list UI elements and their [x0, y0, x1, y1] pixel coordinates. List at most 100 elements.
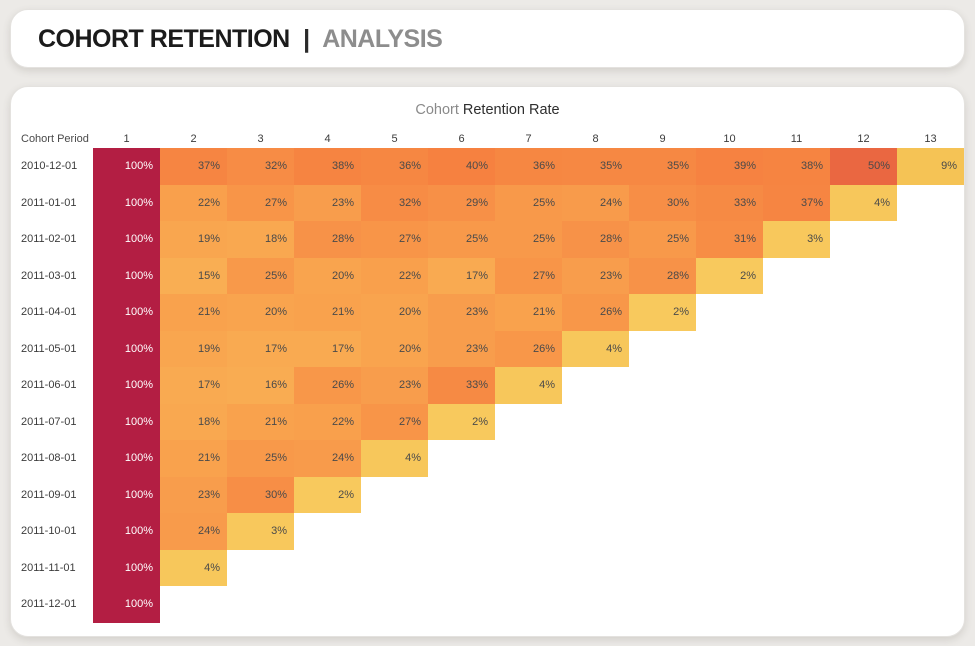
heatmap-cell-empty	[696, 550, 763, 587]
heatmap-cell[interactable]: 30%	[629, 184, 696, 221]
heatmap-cell[interactable]: 25%	[227, 440, 294, 477]
heatmap-cell[interactable]: 37%	[763, 184, 830, 221]
heatmap-cell[interactable]: 15%	[160, 257, 227, 294]
heatmap-cell-empty	[696, 294, 763, 331]
heatmap-cell[interactable]: 2%	[629, 294, 696, 331]
heatmap-cell[interactable]: 25%	[495, 184, 562, 221]
heatmap-cell[interactable]: 28%	[294, 221, 361, 258]
heatmap-cell[interactable]: 23%	[361, 367, 428, 404]
heatmap-cell[interactable]: 100%	[93, 403, 160, 440]
heatmap-cell[interactable]: 18%	[160, 403, 227, 440]
heatmap-cell[interactable]: 100%	[93, 294, 160, 331]
heatmap-cell[interactable]: 23%	[294, 184, 361, 221]
heatmap-cell[interactable]: 17%	[428, 257, 495, 294]
heatmap-cell[interactable]: 2%	[294, 476, 361, 513]
heatmap-cell[interactable]: 36%	[361, 148, 428, 185]
heatmap-cell[interactable]: 31%	[696, 221, 763, 258]
heatmap-cell[interactable]: 17%	[160, 367, 227, 404]
heatmap-cell[interactable]: 32%	[361, 184, 428, 221]
heatmap-cell[interactable]: 16%	[227, 367, 294, 404]
heatmap-cell[interactable]: 38%	[294, 148, 361, 185]
heatmap-cell[interactable]: 21%	[160, 294, 227, 331]
heatmap-cell[interactable]: 25%	[629, 221, 696, 258]
heatmap-cell[interactable]: 17%	[294, 330, 361, 367]
page-title: COHORT RETENTION | ANALYSIS	[11, 10, 964, 54]
heatmap-cell[interactable]: 4%	[361, 440, 428, 477]
heatmap-cell[interactable]: 21%	[227, 403, 294, 440]
heatmap-cell-empty	[227, 586, 294, 623]
heatmap-cell[interactable]: 24%	[562, 184, 629, 221]
heatmap-cell[interactable]: 27%	[361, 221, 428, 258]
heatmap-cell[interactable]: 28%	[629, 257, 696, 294]
heatmap-cell[interactable]: 100%	[93, 330, 160, 367]
heatmap-cell[interactable]: 2%	[428, 403, 495, 440]
heatmap-cell[interactable]: 37%	[160, 148, 227, 185]
heatmap-cell[interactable]: 3%	[763, 221, 830, 258]
heatmap-cell[interactable]: 23%	[428, 294, 495, 331]
heatmap-cell[interactable]: 100%	[93, 148, 160, 185]
heatmap-cell[interactable]: 19%	[160, 221, 227, 258]
heatmap-cell[interactable]: 35%	[629, 148, 696, 185]
heatmap-cell-empty	[629, 550, 696, 587]
heatmap-cell[interactable]: 23%	[428, 330, 495, 367]
heatmap-cell[interactable]: 25%	[227, 257, 294, 294]
heatmap-cell[interactable]: 4%	[562, 330, 629, 367]
heatmap-cell[interactable]: 25%	[428, 221, 495, 258]
heatmap-cell[interactable]: 4%	[830, 184, 897, 221]
heatmap-cell[interactable]: 100%	[93, 184, 160, 221]
heatmap-cell[interactable]: 20%	[361, 294, 428, 331]
heatmap-cell[interactable]: 4%	[160, 549, 227, 586]
heatmap-cell[interactable]: 38%	[763, 148, 830, 185]
heatmap-cell[interactable]: 2%	[696, 257, 763, 294]
heatmap-cell[interactable]: 21%	[294, 294, 361, 331]
heatmap-cell[interactable]: 22%	[160, 184, 227, 221]
heatmap-cell[interactable]: 100%	[93, 257, 160, 294]
heatmap-cell[interactable]: 24%	[294, 440, 361, 477]
heatmap-cell[interactable]: 100%	[93, 367, 160, 404]
heatmap-cell[interactable]: 100%	[93, 440, 160, 477]
heatmap-cell-empty	[763, 258, 830, 295]
heatmap-cell[interactable]: 20%	[361, 330, 428, 367]
heatmap-cell[interactable]: 27%	[361, 403, 428, 440]
heatmap-cell[interactable]: 24%	[160, 513, 227, 550]
heatmap-cell[interactable]: 22%	[294, 403, 361, 440]
heatmap-cell[interactable]: 19%	[160, 330, 227, 367]
heatmap-cell[interactable]: 25%	[495, 221, 562, 258]
heatmap-cell[interactable]: 26%	[562, 294, 629, 331]
heatmap-cell[interactable]: 23%	[562, 257, 629, 294]
heatmap-cell[interactable]: 26%	[495, 330, 562, 367]
heatmap-cell[interactable]: 28%	[562, 221, 629, 258]
heatmap-cell[interactable]: 40%	[428, 148, 495, 185]
heatmap-cell[interactable]: 100%	[93, 221, 160, 258]
heatmap-cell[interactable]: 33%	[428, 367, 495, 404]
heatmap-cell[interactable]: 29%	[428, 184, 495, 221]
heatmap-cell[interactable]: 30%	[227, 476, 294, 513]
heatmap-cell[interactable]: 100%	[93, 513, 160, 550]
heatmap-cell[interactable]: 20%	[294, 257, 361, 294]
chart-card: Cohort Retention Rate Cohort Period 1 2 3 4 5 6…	[10, 86, 965, 637]
heatmap-cell[interactable]: 21%	[160, 440, 227, 477]
heatmap-cell[interactable]: 26%	[294, 367, 361, 404]
heatmap-cell[interactable]: 100%	[93, 476, 160, 513]
heatmap-cell[interactable]: 33%	[696, 184, 763, 221]
heatmap-cell[interactable]: 36%	[495, 148, 562, 185]
heatmap-cell[interactable]: 35%	[562, 148, 629, 185]
heatmap-cell[interactable]: 100%	[93, 549, 160, 586]
heatmap-cell[interactable]: 22%	[361, 257, 428, 294]
heatmap-cell[interactable]: 9%	[897, 148, 964, 185]
heatmap-cell[interactable]: 39%	[696, 148, 763, 185]
heatmap-cell[interactable]: 4%	[495, 367, 562, 404]
cohort-date-label: 2011-11-01	[21, 561, 76, 574]
heatmap-cell[interactable]: 21%	[495, 294, 562, 331]
heatmap-cell[interactable]: 27%	[495, 257, 562, 294]
heatmap-cell[interactable]: 27%	[227, 184, 294, 221]
heatmap-cell[interactable]: 100%	[93, 586, 160, 623]
heatmap-cell[interactable]: 20%	[227, 294, 294, 331]
heatmap-cell-empty	[897, 367, 964, 404]
heatmap-cell[interactable]: 17%	[227, 330, 294, 367]
heatmap-cell[interactable]: 18%	[227, 221, 294, 258]
heatmap-cell[interactable]: 23%	[160, 476, 227, 513]
heatmap-cell[interactable]: 32%	[227, 148, 294, 185]
heatmap-cell[interactable]: 50%	[830, 148, 897, 185]
heatmap-cell[interactable]: 3%	[227, 513, 294, 550]
